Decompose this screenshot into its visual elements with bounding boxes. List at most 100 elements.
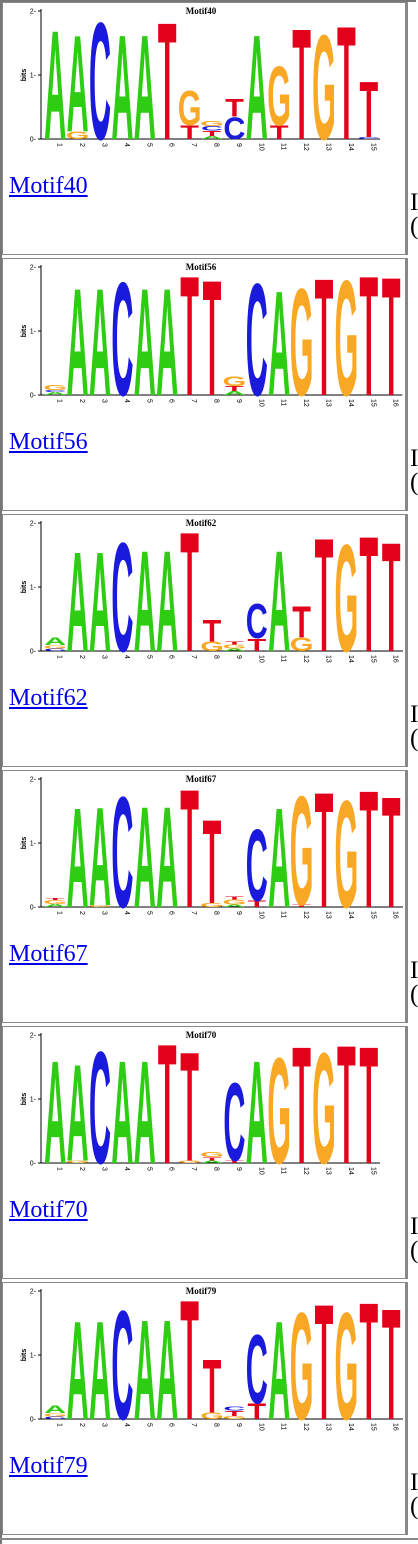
- logo-letter-G: G: [312, 5, 336, 155]
- position-label: 14: [347, 1423, 354, 1431]
- y-tick-label: 2-: [30, 265, 37, 272]
- logo-letter-T: T: [359, 1029, 378, 1179]
- position-label: 6: [168, 911, 175, 915]
- position-label: 8: [213, 399, 220, 403]
- position-label: 16: [392, 655, 399, 663]
- logo-letter-G: G: [88, 905, 112, 908]
- motif-link[interactable]: Motif56: [9, 429, 88, 455]
- position-label: 7: [190, 911, 197, 915]
- logo-letter-T: T: [180, 1285, 199, 1435]
- position-label: 11: [280, 911, 287, 918]
- logo-letter-T: T: [203, 613, 222, 648]
- y-tick-label: 1-: [30, 841, 37, 848]
- motif-link[interactable]: Motif70: [9, 1197, 88, 1223]
- position-label: 4: [123, 143, 130, 147]
- position-label: 2: [78, 399, 85, 403]
- motif-cell: Motif79 0- 1- 2- bits 1 C G A 2 A 3 A 4 C 5 A 6 A 7 T 8 G T 9 G T C…: [2, 1282, 406, 1535]
- logo-letter-C: C: [111, 1285, 133, 1435]
- logo-letter-G: G: [335, 261, 359, 411]
- logo-letter-A: A: [67, 8, 89, 155]
- motif-cell: Motif56 0- 1- 2- bits 1 A C G 2 A 3 A 4 C 5 A 6 A 7 T 8 T 9 A T G 1…: [2, 258, 406, 511]
- position-label: 8: [213, 911, 220, 915]
- logo-letter-C: C: [111, 773, 133, 923]
- y-axis-label: bits: [21, 581, 28, 594]
- logo-letter-G: G: [267, 1029, 291, 1179]
- motif-link[interactable]: Motif67: [9, 941, 88, 967]
- side-text-clipped: (: [410, 1493, 418, 1520]
- logo-letter-A: A: [268, 1292, 290, 1435]
- logo-letter-G: G: [312, 1029, 336, 1179]
- position-label: 3: [101, 399, 108, 403]
- logo-letter-T: T: [203, 1346, 222, 1430]
- position-label: 9: [235, 399, 242, 403]
- logo-letter-G: G: [43, 899, 67, 905]
- position-label: 2: [78, 911, 85, 915]
- side-text-clipped: I: [410, 445, 418, 472]
- logo-letter-T: T: [225, 641, 245, 646]
- position-label: 5: [145, 399, 152, 403]
- logo-letter-A: A: [134, 1031, 156, 1179]
- position-label: 4: [123, 655, 130, 659]
- motif-link[interactable]: Motif62: [9, 685, 88, 711]
- motif-row: Motif67 0- 1- 2- bits 1 A G T 2 A 3 G A 4 C 5 A 6 A 7 T 8 G T 9 A G…: [0, 768, 418, 1025]
- position-label: 8: [213, 143, 220, 147]
- position-label: 11: [280, 1167, 287, 1174]
- position-label: 5: [145, 655, 152, 659]
- logo-letter-C: C: [358, 137, 381, 140]
- logo-letter-C: C: [223, 111, 245, 146]
- position-label: 1: [56, 911, 63, 915]
- logo-letter-T: T: [292, 597, 311, 647]
- logo-letter-T: T: [359, 773, 378, 923]
- position-label: 1: [56, 143, 63, 147]
- logo-letter-A: A: [89, 261, 111, 411]
- logo-title: Motif79: [186, 1286, 217, 1296]
- position-label: 3: [101, 911, 108, 915]
- logo-letter-T: T: [247, 899, 266, 909]
- logo-letter-C: C: [44, 648, 66, 652]
- position-label: 13: [325, 399, 332, 407]
- logo-letter-T: T: [203, 795, 222, 923]
- logo-letter-G: G: [335, 517, 359, 667]
- logo-letter-C: C: [111, 261, 133, 411]
- motif-row: Motif40 0- 1- 2- bits 1 A 2 G A 3 C 4 A 5 A 6 T 7 T G 8 A T C G 9 C…: [0, 0, 418, 257]
- logo-letter-G: G: [200, 639, 224, 654]
- logo-letter-G: G: [178, 81, 202, 136]
- logo-letter-A: A: [67, 522, 89, 667]
- position-label: 10: [257, 143, 264, 151]
- logo-letter-A: A: [268, 522, 290, 667]
- y-tick-label: 2-: [30, 777, 37, 784]
- motif-link[interactable]: Motif40: [9, 173, 88, 199]
- position-label: 8: [213, 1167, 220, 1171]
- position-label: 11: [280, 655, 287, 662]
- position-label: 13: [325, 1167, 332, 1175]
- logo-letter-C: C: [223, 1406, 245, 1412]
- position-label: 2: [78, 1423, 85, 1427]
- logo-letter-T: T: [315, 261, 334, 411]
- side-text-clipped: (: [410, 981, 418, 1008]
- logo-letter-T: T: [337, 5, 356, 155]
- position-label: 3: [101, 1423, 108, 1427]
- side-text-clipped: (: [410, 469, 418, 496]
- logo-letter-G: G: [335, 773, 359, 923]
- position-label: 10: [257, 1167, 264, 1175]
- motif-link[interactable]: Motif79: [9, 1453, 88, 1479]
- y-tick-label: 1-: [30, 1353, 37, 1360]
- position-label: 5: [145, 1423, 152, 1427]
- logo-letter-A: A: [201, 1160, 223, 1164]
- position-label: 5: [145, 143, 152, 147]
- side-cell-clipped: I(: [406, 1282, 418, 1535]
- logo-letter-T: T: [359, 64, 378, 154]
- logo-letter-A: A: [89, 522, 111, 667]
- logo-letter-T: T: [292, 5, 311, 155]
- logo-letter-T: T: [382, 1285, 401, 1435]
- position-label: 14: [347, 143, 354, 151]
- logo-letter-A: A: [44, 635, 66, 647]
- position-label: 14: [347, 399, 354, 407]
- logo-letter-A: A: [201, 135, 223, 140]
- side-cell-clipped: I(: [406, 258, 418, 511]
- logo-letter-A: A: [89, 778, 111, 923]
- logo-letter-A: A: [156, 778, 178, 923]
- logo-letter-T: T: [359, 517, 378, 667]
